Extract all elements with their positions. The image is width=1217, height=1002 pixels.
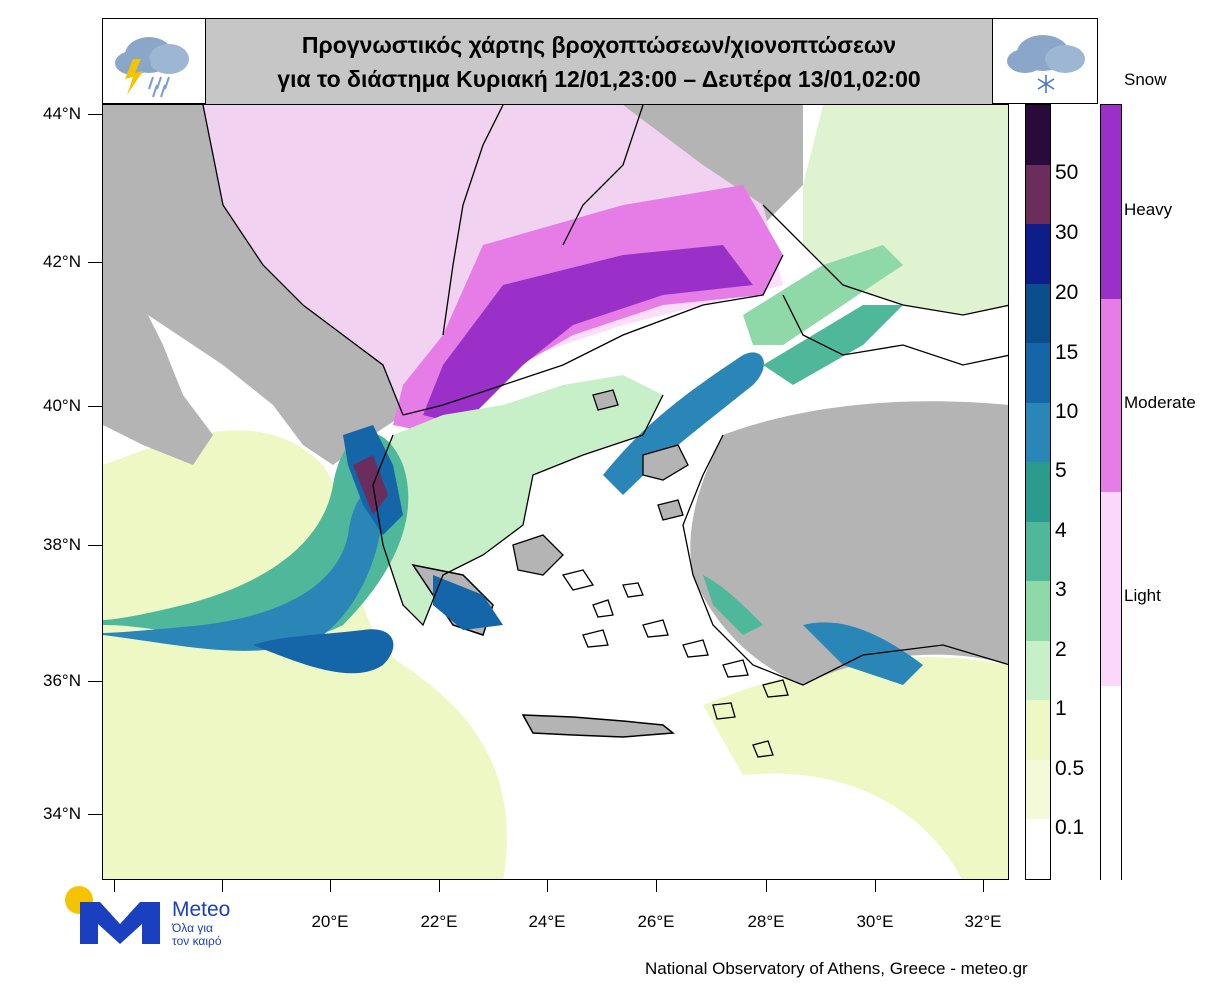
- lon-tick: [983, 880, 984, 892]
- lat-tick: [88, 814, 102, 815]
- snow-cloud-icon: [1007, 35, 1085, 93]
- rain-legend-label: 15: [1055, 341, 1079, 364]
- rain-colorbar-segment: [1026, 640, 1050, 701]
- logo-tagline: Όλα για τον καιρό: [172, 922, 222, 948]
- meteo-logo-icon: [80, 902, 160, 944]
- lon-tick: [875, 880, 876, 892]
- map-header: [102, 18, 994, 106]
- rain-colorbar-segment: [1026, 581, 1050, 642]
- rain-legend-label: 0.5: [1055, 757, 1085, 780]
- rain-colorbar-segment: [1026, 283, 1050, 344]
- logo-tagline-line2: τον καιρό: [172, 934, 222, 948]
- logo-tagline-line1: Όλα για: [172, 921, 213, 935]
- snow-colorbar-segment: [1101, 492, 1121, 686]
- snow-colorbar: [1100, 104, 1122, 880]
- lon-tick: [222, 880, 223, 892]
- snow-colorbar-segment: [1101, 685, 1121, 880]
- credit-text: National Observatory of Athens, Greece -…: [645, 959, 1028, 978]
- lon-tick: [330, 880, 331, 892]
- lon-label: 20°E: [311, 912, 349, 931]
- rain-legend-label: 30: [1055, 221, 1079, 244]
- snow-icon-box: [992, 18, 1098, 104]
- rain-colorbar-segment: [1026, 462, 1050, 523]
- lat-tick: [88, 114, 102, 115]
- rain-legend-label: 5: [1055, 459, 1067, 482]
- lon-label: 24°E: [528, 912, 566, 931]
- rain-thunder-cloud-icon: [115, 37, 189, 98]
- rain-colorbar-segment: [1026, 759, 1050, 820]
- rain-legend-label: 2: [1055, 638, 1067, 661]
- lon-tick: [766, 880, 767, 892]
- rain-colorbar-segment: [1026, 402, 1050, 463]
- snow-colorbar-segment: [1101, 298, 1121, 493]
- rain-colorbar-segment: [1026, 105, 1050, 165]
- rain-colorbar-segment: [1026, 819, 1050, 880]
- lat-label: 44°N: [43, 104, 81, 123]
- lat-label: 42°N: [43, 252, 81, 271]
- lat-label: 36°N: [43, 671, 81, 690]
- map-title-line1: Προγνωστικός χάρτης βροχοπτώσεων/χιονοπτ…: [301, 32, 897, 58]
- snow-legend-label: Heavy: [1124, 200, 1173, 219]
- rain-icon-box: [102, 18, 206, 104]
- rain-colorbar-segment: [1026, 521, 1050, 582]
- lon-label: 26°E: [637, 912, 675, 931]
- rain-legend-label: 0.1: [1055, 816, 1085, 839]
- lon-tick: [439, 880, 440, 892]
- lon-tick: [114, 880, 115, 892]
- rain-legend-label: 20: [1055, 281, 1079, 304]
- lat-tick: [88, 681, 102, 682]
- rain-legend-label: 50: [1055, 161, 1079, 184]
- lat-tick: [88, 262, 102, 263]
- lon-label: 32°E: [964, 912, 1002, 931]
- snow-colorbar-segment: [1101, 105, 1121, 299]
- map-canvas: [103, 105, 1008, 879]
- lat-label: 40°N: [43, 396, 81, 415]
- lon-tick: [547, 880, 548, 892]
- lon-label: 22°E: [420, 912, 458, 931]
- rain-colorbar-segment: [1026, 343, 1050, 404]
- snow-legend-title: Snow: [1124, 70, 1167, 89]
- lon-label: 28°E: [747, 912, 785, 931]
- lon-tick: [656, 880, 657, 892]
- rain-colorbar-segment: [1026, 164, 1050, 225]
- rain-colorbar-segment: [1026, 224, 1050, 285]
- rain-legend-label: 10: [1055, 400, 1079, 423]
- rain-colorbar-segment: [1026, 700, 1050, 761]
- logo-wordmark: Meteo: [172, 898, 231, 921]
- snow-legend-label: Light: [1124, 586, 1161, 605]
- rain-legend-label: 4: [1055, 519, 1067, 542]
- map-title-line2: για το διάστημα Κυριακή 12/01,23:00 – Δε…: [277, 66, 921, 92]
- lat-tick: [88, 406, 102, 407]
- lat-label: 38°N: [43, 535, 81, 554]
- rain-legend-label: 1: [1055, 697, 1067, 720]
- lat-label: 34°N: [43, 804, 81, 823]
- lat-tick: [88, 545, 102, 546]
- lon-label: 30°E: [856, 912, 894, 931]
- rain-legend-label: 3: [1055, 578, 1067, 601]
- rain-colorbar: [1025, 104, 1051, 880]
- snow-legend-label: Moderate: [1124, 393, 1196, 412]
- precipitation-map: [102, 104, 1009, 880]
